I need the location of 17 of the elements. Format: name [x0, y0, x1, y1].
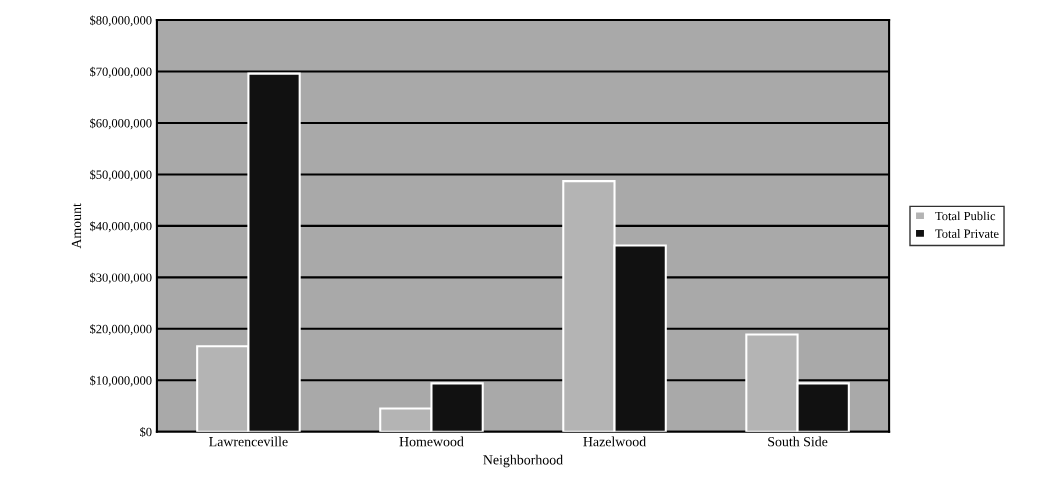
- y-tick-label: $10,000,000: [90, 375, 152, 387]
- legend-label: Total Public: [935, 211, 996, 221]
- x-tick-label: South Side: [768, 436, 828, 447]
- y-tick-label: $0: [140, 427, 152, 438]
- y-tick-label: $80,000,000: [90, 15, 152, 27]
- y-tick-label: $30,000,000: [90, 272, 152, 284]
- x-tick-label: Lawrenceville: [209, 436, 288, 447]
- x-axis-title: Neighborhood: [483, 454, 563, 468]
- y-tick-label: $50,000,000: [90, 169, 152, 181]
- x-tick-label: Homewood: [399, 436, 464, 447]
- y-axis-title: Amount: [71, 203, 82, 249]
- y-tick-label: $70,000,000: [90, 66, 152, 78]
- y-tick-label: $60,000,000: [90, 118, 152, 130]
- y-tick-label: $40,000,000: [90, 221, 152, 233]
- legend-label: Total Private: [935, 229, 999, 238]
- x-tick-label: Hazelwood: [583, 436, 646, 447]
- y-tick-label: $20,000,000: [90, 324, 152, 336]
